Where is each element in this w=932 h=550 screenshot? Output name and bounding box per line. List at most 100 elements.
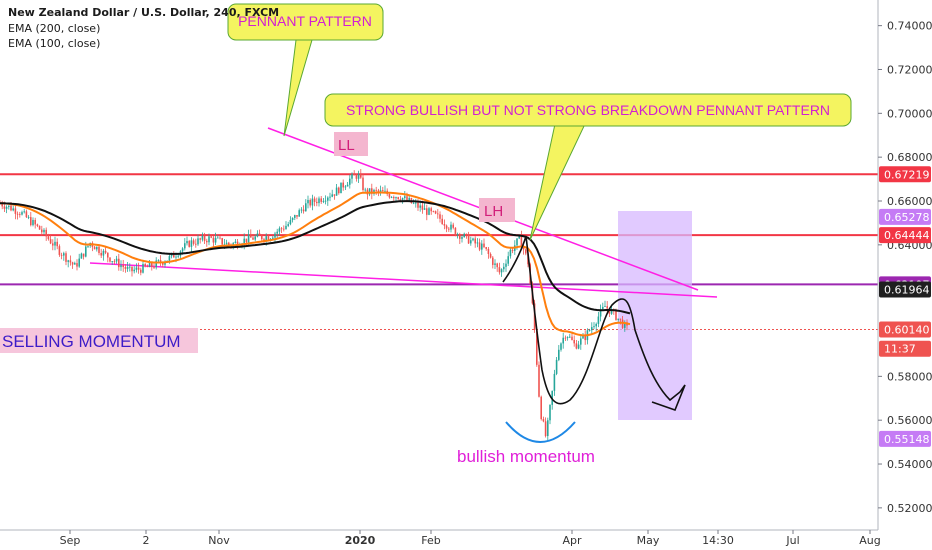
time-tick-label: May [637, 534, 660, 547]
lh-label: LH [484, 203, 503, 220]
candle-body [43, 229, 45, 233]
price-label-bg [879, 340, 931, 357]
candle-body [144, 263, 146, 267]
candle-body [85, 246, 87, 257]
time-tick-label: 2 [143, 534, 150, 547]
candle-body [82, 253, 85, 257]
candle-body [78, 258, 80, 267]
candle-body [305, 203, 307, 212]
candle-body [408, 198, 410, 201]
candle-body [483, 243, 485, 248]
candle-body [177, 255, 179, 257]
candle-body [503, 266, 505, 270]
candle-body [74, 263, 76, 265]
selling-momentum-label: SELLING MOMENTUM [2, 332, 181, 351]
candle-body [25, 211, 28, 218]
candle-body [395, 197, 397, 199]
candle-body [124, 267, 127, 269]
candle-body [164, 262, 166, 265]
time-tick-label: Apr [562, 534, 582, 547]
candle-body [289, 219, 292, 225]
candle-body [575, 343, 578, 349]
candle-body [351, 174, 353, 179]
time-tick-label: Feb [421, 534, 440, 547]
candle-body [421, 205, 424, 210]
candle-body [419, 205, 421, 208]
candle-body [206, 240, 208, 243]
candle-body [509, 249, 512, 257]
candle-body [463, 233, 465, 238]
candle-body [307, 199, 309, 204]
candle-body [195, 243, 197, 245]
candle-body [27, 217, 30, 218]
candle-body [272, 237, 274, 239]
candle-body [267, 236, 270, 240]
candle-body [21, 212, 23, 215]
candle-body [60, 254, 63, 256]
candle-body [346, 184, 349, 187]
candle-body [113, 261, 116, 262]
candle-body [52, 243, 54, 246]
candle-body [393, 197, 395, 199]
candle-body [243, 238, 245, 245]
candle-body [434, 211, 437, 214]
candle-body [441, 218, 443, 225]
candle-body [505, 263, 507, 267]
candle-body [437, 213, 439, 215]
candle-body [316, 201, 318, 204]
candle-body [489, 253, 492, 258]
candle-body [133, 269, 135, 272]
pennant-pattern-callout: PENNANT PATTERN [238, 13, 372, 29]
price-label-text: 0.64444 [884, 229, 930, 242]
candle-body [250, 234, 252, 238]
candle-body [104, 250, 107, 253]
time-tick-label: Nov [208, 534, 230, 547]
candle-body [498, 267, 501, 273]
candle-body [296, 215, 298, 217]
candle-body [190, 240, 193, 247]
candle-body [129, 266, 131, 268]
candle-body [606, 306, 608, 309]
candle-body [192, 240, 195, 244]
candle-body [71, 262, 74, 265]
candle-body [76, 263, 78, 267]
candle-body [338, 187, 340, 194]
candle-body [520, 235, 523, 247]
candle-body [8, 205, 10, 207]
time-tick-label: 2020 [345, 534, 376, 547]
candle-body [582, 335, 584, 339]
candle-body [313, 198, 316, 202]
candle-body [492, 257, 494, 265]
candle-body [555, 359, 558, 374]
price-tick-label: 0.56000 [887, 414, 932, 427]
candle-body [472, 238, 474, 241]
candle-body [184, 243, 186, 249]
candle-body [624, 322, 626, 328]
price-label-bg [879, 166, 931, 183]
candle-body [208, 236, 210, 243]
candle-body [140, 269, 142, 273]
ll-label: LL [338, 137, 355, 154]
candle-body [96, 246, 98, 250]
candle-body [549, 404, 551, 421]
candle-body [591, 327, 593, 331]
candle-body [476, 242, 479, 244]
candle-body [234, 241, 237, 244]
candle-body [397, 197, 399, 200]
candle-body [481, 243, 483, 250]
candle-body [377, 190, 380, 192]
candle-body [461, 237, 463, 239]
candle-body [417, 202, 419, 208]
candle-body [540, 396, 542, 420]
candle-body [487, 248, 490, 254]
candle-body [430, 208, 432, 212]
price-tick-label: 0.58000 [887, 370, 932, 383]
candle-body [212, 237, 215, 243]
candle-body [450, 224, 452, 230]
candle-body [388, 194, 391, 198]
candle-body [608, 308, 611, 314]
price-label-text: 11:37 [884, 343, 916, 356]
candle-body [597, 316, 600, 324]
callout-pointer [529, 123, 586, 241]
